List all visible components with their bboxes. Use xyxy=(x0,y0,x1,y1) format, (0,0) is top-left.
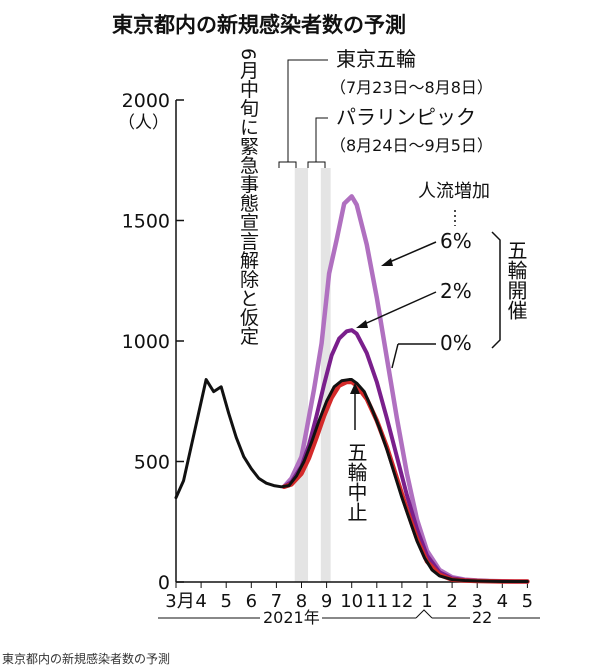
x-ticks: 3月 4 5 6 7 8 9 10 11 12 1 2 3 4 5 xyxy=(165,582,533,612)
x-tick-label: 11 xyxy=(365,591,388,612)
x-tick-label: 3 xyxy=(471,591,482,612)
held-bracket xyxy=(491,231,501,349)
paralympics-bracket xyxy=(307,161,326,168)
emergency-lift-annotation: 6月中旬に緊急事態宣言解除と仮定 xyxy=(237,48,259,345)
x-tick-label: 12 xyxy=(390,591,413,612)
cancel-pointer-head xyxy=(350,383,360,394)
arrowhead-2pct xyxy=(356,320,368,328)
olympics-period: （7月23日〜8月8日） xyxy=(330,78,493,97)
x-tick-label: 4 xyxy=(195,591,206,612)
series-line-0pct xyxy=(281,379,530,584)
arrowhead-6pct xyxy=(381,258,393,266)
y-ticks: 0 500 1000 1500 2000 xyxy=(122,90,184,594)
y-tick-label: 1500 xyxy=(122,211,170,233)
y-tick-label: 1000 xyxy=(122,331,170,353)
label-2pct: 2% xyxy=(440,279,472,303)
olympics-bracket xyxy=(278,161,297,168)
x-tick-label: 9 xyxy=(321,591,332,612)
x-tick-label: 1 xyxy=(421,591,432,612)
arrow-6pct xyxy=(384,241,437,265)
x-tick-label: 3月 xyxy=(165,591,194,612)
olympics-cancel-label: 五輪中止 xyxy=(344,442,368,522)
olympics-leader xyxy=(287,59,328,162)
paralympics-leader xyxy=(315,117,328,162)
olympics-label: 東京五輪 xyxy=(336,47,416,71)
x-tick-label: 10 xyxy=(340,591,363,612)
y-tick-label: 2000 xyxy=(122,90,170,112)
x-tick-label: 2 xyxy=(446,591,457,612)
image-caption: 東京都内の新規感染者数の予測 xyxy=(2,652,171,666)
x-tick-label: 5 xyxy=(220,591,231,612)
paralympics-label: パラリンピック xyxy=(336,105,476,129)
label-0pct: 0% xyxy=(440,331,472,355)
olympics-period-band xyxy=(294,168,309,582)
x-tick-label: 7 xyxy=(271,591,282,612)
y-axis-unit: （人） xyxy=(118,113,169,133)
label-6pct: 6% xyxy=(440,229,472,253)
x-tick-label: 4 xyxy=(497,591,508,612)
x-tick-label: 8 xyxy=(296,591,307,612)
chart-figure: 東京都内の新規感染者数の予測 （人） 0 500 1000 1500 2000 3月 4 5… xyxy=(112,13,540,627)
x-tick-label: 6 xyxy=(246,591,257,612)
arrow-2pct xyxy=(359,291,437,327)
year-label-2021: 2021年 xyxy=(263,608,320,627)
flow-header: 人流増加 xyxy=(418,181,490,202)
series-line-6pct xyxy=(281,194,530,584)
arrow-0pct-down xyxy=(391,343,399,369)
x-tick-label: 5 xyxy=(522,591,533,612)
y-tick-label: 500 xyxy=(134,452,170,474)
series-line-cancelled xyxy=(174,378,529,584)
chart-title: 東京都内の新規感染者数の予測 xyxy=(112,13,406,37)
olympics-held-label: 五輪開催 xyxy=(504,240,528,320)
paralympics-period: （8月24日〜9月5日） xyxy=(330,136,493,155)
y-tick-label: 0 xyxy=(158,572,170,594)
year-label-2022: 22 xyxy=(472,608,492,627)
year-divider-mark xyxy=(415,609,433,619)
